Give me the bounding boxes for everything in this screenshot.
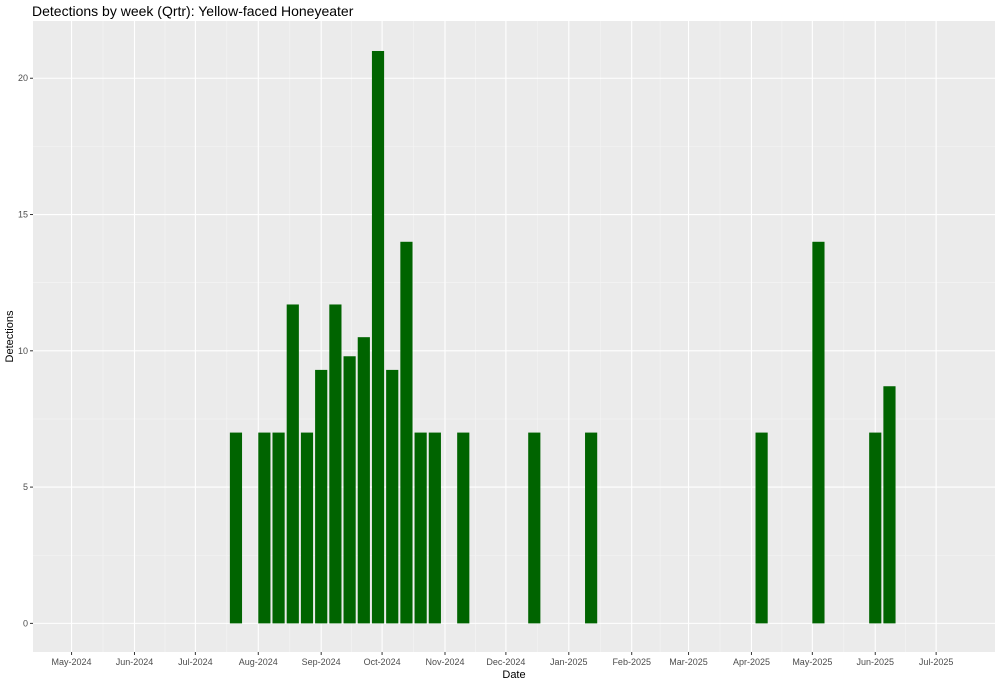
x-tick-label: Aug-2024	[239, 657, 278, 667]
x-tick-label: Jan-2025	[550, 657, 588, 667]
x-tick-label: Feb-2025	[612, 657, 651, 667]
x-tick-label: Jul-2024	[178, 657, 213, 667]
x-tick-label: May-2024	[52, 657, 92, 667]
x-tick-label: Jun-2024	[116, 657, 154, 667]
bar	[357, 337, 370, 624]
x-axis-title: Date	[502, 669, 525, 681]
x-tick-label: Mar-2025	[669, 657, 708, 667]
x-tick-label: Sep-2024	[302, 657, 341, 667]
bar	[315, 369, 328, 624]
bar	[343, 356, 356, 624]
x-tick-label: Apr-2025	[733, 657, 770, 667]
bar	[386, 369, 399, 624]
x-tick-label: Dec-2024	[486, 657, 525, 667]
bar	[812, 241, 825, 624]
bar	[371, 50, 385, 624]
y-tick-label: 15	[18, 210, 28, 220]
bar	[457, 432, 470, 624]
y-axis: 0 5 10 15 20	[18, 73, 33, 628]
y-tick-label: 20	[18, 73, 28, 83]
chart-title: Detections by week (Qrtr): Yellow-faced …	[32, 3, 354, 19]
bar	[329, 304, 342, 624]
bar	[528, 432, 541, 624]
bar	[883, 386, 896, 624]
x-tick-label: Jul-2025	[919, 657, 954, 667]
bar	[258, 432, 271, 624]
bar	[869, 432, 882, 624]
x-tick-label: Oct-2024	[364, 657, 401, 667]
gridlines	[33, 21, 995, 652]
y-axis-title: Detections	[4, 310, 16, 362]
bar	[400, 241, 413, 624]
y-tick-label: 10	[18, 346, 28, 356]
bar	[229, 432, 243, 624]
x-tick-label: May-2025	[792, 657, 832, 667]
bar	[428, 432, 441, 624]
bar	[286, 304, 299, 624]
y-tick-label: 0	[23, 618, 28, 628]
x-axis: May-2024 Jun-2024 Jul-2024 Aug-2024 Sep-2024…	[52, 652, 954, 667]
plot-panel	[33, 21, 995, 652]
bar	[414, 432, 427, 624]
bar	[585, 432, 598, 624]
x-tick-label: Jun-2025	[856, 657, 894, 667]
y-tick-label: 5	[23, 482, 28, 492]
bar	[755, 432, 768, 624]
bar	[272, 432, 285, 624]
bar	[300, 432, 314, 624]
bars	[229, 50, 896, 624]
x-tick-label: Nov-2024	[425, 657, 464, 667]
